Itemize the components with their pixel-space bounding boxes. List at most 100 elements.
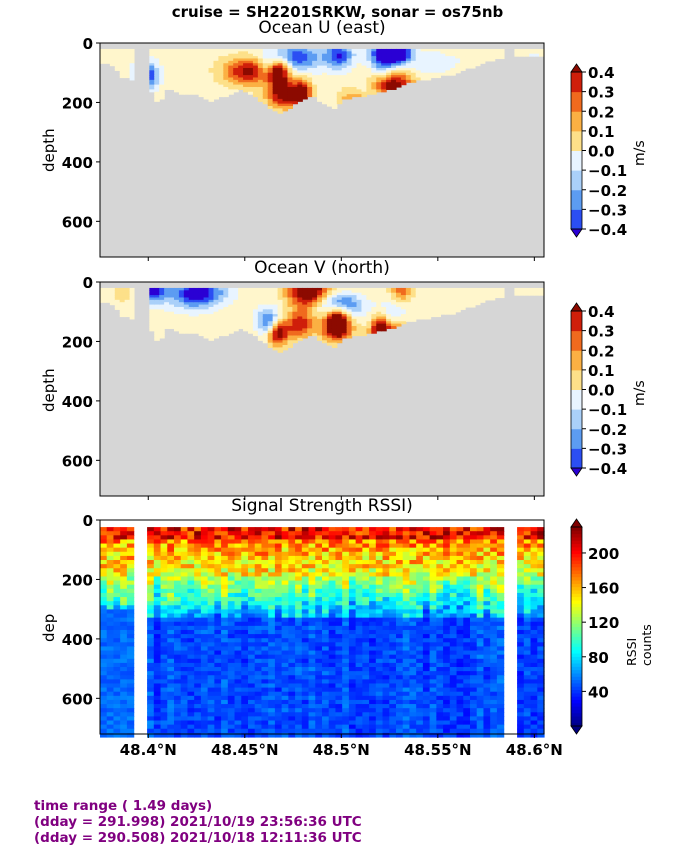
heatmap-cell (322, 53, 328, 57)
heatmap-cell (153, 588, 162, 594)
heatmap-cell (228, 318, 234, 322)
data-gap (504, 43, 510, 257)
heatmap-cell (342, 724, 350, 730)
heatmap-cell (371, 75, 377, 79)
heatmap-cell (207, 629, 215, 635)
heatmap-cell (356, 94, 363, 98)
heatmap-cell (336, 330, 343, 334)
heatmap-cell (376, 304, 382, 308)
heatmap-cell (391, 325, 397, 329)
heatmap-cell (169, 53, 175, 57)
heatmap-cell (277, 349, 284, 353)
heatmap-cell (346, 287, 353, 291)
heatmap-cell (221, 662, 229, 668)
heatmap-cell (346, 292, 353, 296)
heatmap-cell (223, 75, 229, 79)
heatmap-cell (470, 295, 476, 299)
heatmap-cell (167, 675, 175, 680)
heatmap-cell (178, 299, 185, 303)
heatmap-cell (361, 60, 367, 64)
heatmap-cell (287, 58, 293, 62)
heatmap-cell (208, 91, 215, 95)
heatmap-cell (277, 110, 284, 114)
heatmap-cell (149, 302, 155, 306)
heatmap-cell (386, 79, 392, 83)
heatmap-cell (167, 704, 175, 709)
heatmap-cell (382, 646, 390, 652)
heatmap-cell (322, 98, 328, 102)
heatmap-cell (381, 290, 387, 294)
heatmap-cell (174, 547, 182, 553)
heatmap-cell (198, 311, 205, 315)
heatmap-cell (331, 67, 338, 71)
heatmap-cell (400, 306, 407, 310)
heatmap-cell (218, 328, 224, 332)
heatmap-cell (396, 48, 402, 52)
heatmap-cell (331, 299, 338, 303)
heatmap-cell (287, 345, 293, 348)
heatmap-cell (336, 96, 343, 100)
heatmap-cell (342, 584, 350, 590)
heatmap-cell (169, 316, 175, 320)
heatmap-cell (113, 650, 121, 656)
heatmap-cell (194, 547, 202, 553)
heatmap-cell (248, 560, 256, 565)
heatmap-cell (297, 79, 303, 83)
heatmap-cell (223, 91, 229, 95)
heatmap-cell (336, 333, 343, 337)
heatmap-cell (248, 667, 256, 672)
heatmap-cell (252, 323, 259, 327)
heatmap-cell (277, 98, 284, 102)
heatmap-cell (106, 568, 115, 573)
heatmap-cell (238, 48, 244, 52)
heatmap-cell (455, 304, 461, 308)
heatmap-cell (113, 568, 121, 573)
heatmap-cell (409, 654, 417, 660)
heatmap-cell (243, 328, 249, 332)
heatmap-cell (272, 48, 279, 52)
heatmap-cell (147, 568, 155, 573)
heatmap-cell (100, 642, 108, 648)
heatmap-cell (126, 691, 135, 697)
heatmap-cell (104, 58, 111, 62)
heatmap-cell (474, 60, 481, 64)
heatmap-cell (382, 564, 390, 569)
heatmap-cell (369, 720, 377, 726)
heatmap-cell (287, 297, 293, 301)
heatmap-cell (391, 311, 397, 315)
heatmap-cell (351, 333, 358, 337)
heatmap-cell (342, 621, 350, 627)
heatmap-cell (315, 601, 323, 606)
heatmap-cell (402, 687, 411, 693)
heatmap-cell (335, 683, 343, 689)
heatmap-cell (234, 654, 242, 660)
heatmap-cell (322, 687, 330, 693)
heatmap-cell (281, 527, 289, 532)
heatmap-cell (288, 691, 296, 697)
heatmap-cell (302, 292, 308, 296)
heatmap-cell (159, 51, 165, 55)
heatmap-cell (335, 708, 343, 713)
heatmap-cell (425, 302, 432, 306)
heatmap-cell (351, 311, 358, 315)
heatmap-cell (153, 708, 162, 713)
heatmap-cell (277, 106, 284, 109)
heatmap-cell (351, 295, 358, 299)
heatmap-cell (180, 712, 189, 717)
heatmap-cell (307, 58, 313, 62)
heatmap-cell (369, 716, 377, 722)
heatmap-cell (272, 347, 279, 351)
heatmap-cell (267, 316, 274, 320)
heatmap-cell (336, 325, 343, 329)
heatmap-cell (106, 576, 115, 582)
heatmap-cell (362, 728, 370, 734)
heatmap-cell (120, 568, 128, 573)
heatmap-cell (277, 96, 284, 100)
heatmap-cell (187, 555, 195, 561)
heatmap-cell (126, 543, 135, 549)
heatmap-cell (106, 629, 115, 635)
heatmap-cell (410, 314, 417, 318)
heatmap-cell (328, 592, 337, 598)
heatmap-cell (295, 654, 303, 660)
heatmap-cell (335, 531, 343, 536)
